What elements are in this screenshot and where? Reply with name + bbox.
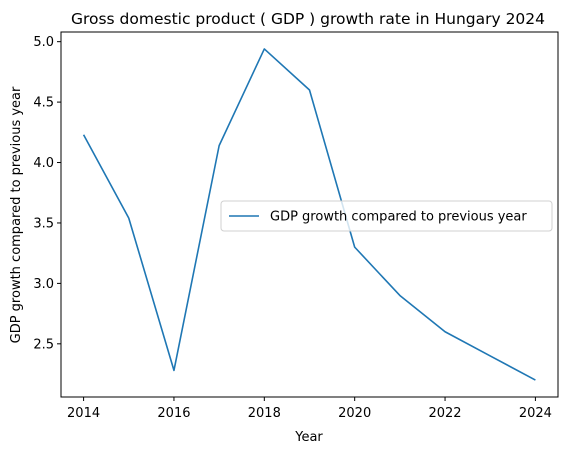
y-axis-label: GDP growth compared to previous year: [9, 86, 24, 343]
legend: GDP growth compared to previous year: [220, 200, 553, 232]
y-tick-label: 4.5: [33, 96, 54, 111]
series-line: [82, 48, 536, 381]
y-axis: 2.5 3.0 3.5 4.0 4.5 5.0: [33, 35, 61, 352]
legend-box: [220, 200, 553, 232]
y-tick-label: 2.5: [33, 337, 54, 352]
y-tick-label: 5.0: [33, 35, 54, 50]
plot-area: [60, 31, 559, 398]
x-tick-label: 2020: [338, 406, 371, 421]
x-tick-label: 2022: [428, 406, 461, 421]
chart-title: Gross domestic product ( GDP ) growth ra…: [71, 10, 545, 28]
y-tick-label: 3.5: [33, 216, 54, 231]
y-tick-label: 4.0: [33, 156, 54, 171]
x-axis: 2014 2016 2018 2020 2022 2024: [67, 397, 552, 421]
x-tick-label: 2018: [248, 406, 281, 421]
x-tick-label: 2014: [67, 406, 100, 421]
plot-frame: [60, 31, 559, 398]
x-tick-label: 2024: [519, 406, 552, 421]
series-layer: [82, 48, 536, 381]
y-tick-label: 3.0: [33, 277, 54, 292]
x-axis-label: Year: [294, 430, 323, 445]
legend-label: GDP growth compared to previous year: [270, 210, 527, 225]
x-tick-label: 2016: [157, 406, 190, 421]
